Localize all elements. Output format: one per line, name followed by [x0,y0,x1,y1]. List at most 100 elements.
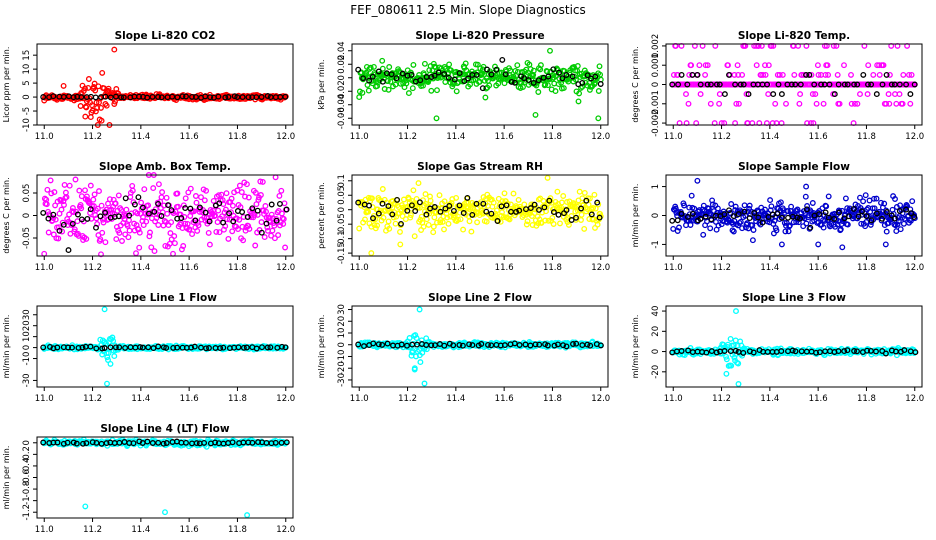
x-tick-label: 11.6 [180,394,199,404]
data-point [421,60,428,67]
data-point [546,197,553,204]
data-point [118,94,125,101]
data-point [731,71,738,78]
data-point [94,105,101,111]
data-point [89,439,96,446]
y-tick-label: -1.2 [22,504,32,521]
data-point [892,196,898,202]
data-point [160,440,167,447]
data-point [684,81,691,88]
data-point [857,194,863,201]
data-point [183,439,189,446]
data-point [135,194,142,201]
data-point [814,62,821,69]
data-point [58,206,65,213]
data-point [220,219,227,226]
data-point [174,94,181,101]
data-point [55,224,62,231]
data-point [138,205,145,212]
data-point [514,62,521,69]
data-point [725,62,731,69]
data-point [65,247,72,254]
data-point [90,196,97,203]
data-point [834,71,841,78]
data-point [873,348,879,355]
data-point [198,194,204,201]
data-point [282,244,289,251]
data-point [868,217,875,224]
data-point [903,81,910,88]
data-point [869,205,876,212]
data-point [550,221,557,227]
data-point [97,236,104,243]
data-point [854,348,860,355]
data-point [907,91,914,98]
data-point [809,91,816,98]
data-point [550,66,557,73]
data-point [476,78,483,85]
data-point [592,205,599,212]
panel-title: Slope Sample Flow [738,161,850,173]
x-tick-label: 11.8 [228,525,247,535]
data-point [41,250,48,257]
data-point [453,194,460,201]
data-point [245,94,252,101]
data-point [193,199,200,206]
data-point [91,191,98,198]
data-point [116,229,123,236]
data-point [278,187,285,194]
data-point [904,203,911,209]
data-point [98,117,105,124]
data-point [674,217,681,224]
data-point [406,335,413,341]
data-point [433,115,440,122]
data-point [584,341,591,348]
data-point [844,221,851,228]
data-point [499,56,506,63]
data-point [418,337,425,344]
data-point [813,349,820,356]
data-point [788,203,795,210]
data-point [493,66,500,73]
x-tick-label: 11.8 [857,263,876,273]
data-point [129,187,136,194]
data-point [163,440,170,446]
data-point [836,100,843,107]
data-point [803,71,810,78]
x-tick-label: 11.0 [35,394,54,404]
data-point [66,182,73,189]
data-point [841,348,848,355]
data-point [212,212,218,219]
y-tick-label: -0.04 [337,94,347,116]
data-point [473,200,480,207]
data-point [151,248,158,255]
data-point [703,349,710,356]
y-tick-label: -10 [337,350,347,364]
data-point [162,509,168,516]
data-point [770,220,777,227]
y-tick-label: -0.05 [22,227,32,249]
data-point [389,211,396,218]
data-point [148,244,155,251]
data-point [823,203,830,210]
data-point [462,60,469,67]
data-point [878,199,884,206]
x-tick-label: 11.0 [35,263,54,273]
data-point [179,93,186,100]
data-point [50,231,57,238]
data-point [61,181,68,188]
data-point [136,93,143,100]
data-point [192,217,199,224]
y-tick-label: 0.001 [651,53,661,77]
data-point [50,93,57,100]
x-tick-label: 11.0 [664,263,683,273]
data-point [111,46,118,53]
data-point [482,94,489,101]
data-point [694,177,701,184]
data-point [208,213,215,220]
x-tick-label: 11.2 [83,394,102,404]
data-point [385,218,392,225]
data-point [765,91,772,98]
data-point [374,222,381,229]
